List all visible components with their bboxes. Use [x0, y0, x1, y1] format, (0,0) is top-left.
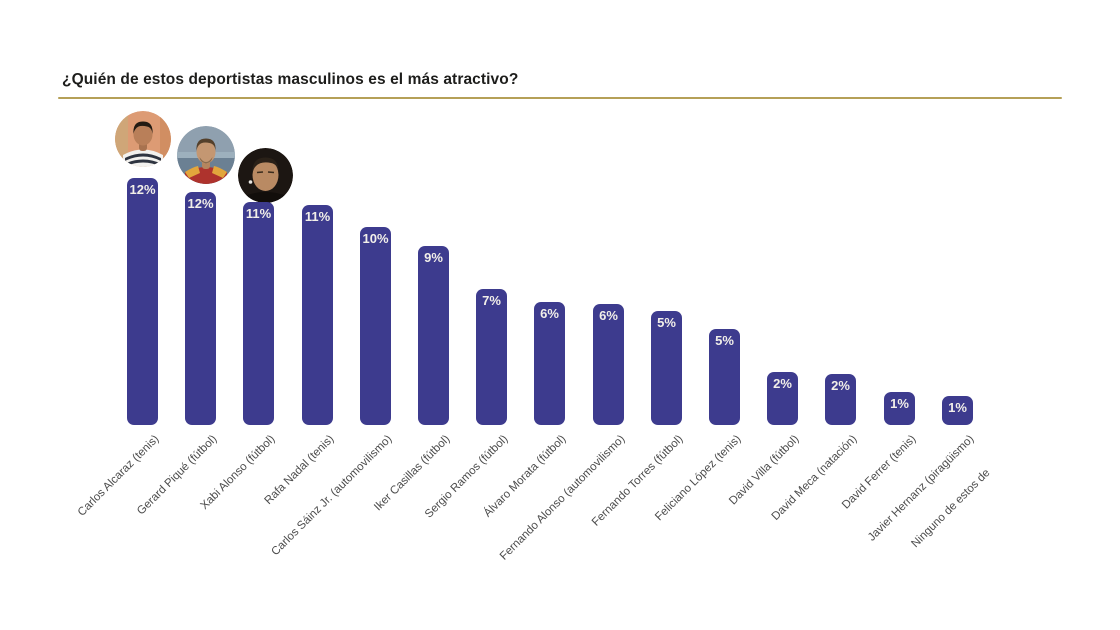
bar-value-carlos-alcaraz-tenis: 12%	[129, 182, 156, 197]
carlos-alcaraz-photo-icon	[115, 111, 171, 167]
bar-value-alvaro-morata-futbol: 6%	[540, 306, 559, 321]
bar-gerard-pique-futbol	[185, 192, 216, 425]
bar-carlos-alcaraz-tenis	[127, 178, 158, 425]
bar-value-fernando-torres-futbol: 5%	[657, 315, 676, 330]
bar-carlos-sainz-jr-automovilismo	[360, 227, 391, 425]
bar-value-javier-hernanz-piraguismo: 1%	[948, 400, 967, 415]
bar-david-villa-futbol	[767, 372, 798, 425]
bar-value-fernando-alonso-automovilismo: 6%	[599, 308, 618, 323]
title-underline	[58, 97, 1062, 99]
bar-value-sergio-ramos-futbol: 7%	[482, 293, 501, 308]
category-label-ninguno-de-estos-de: Ninguno de estos de	[908, 467, 992, 551]
chart-title: ¿Quién de estos deportistas masculinos e…	[62, 71, 519, 88]
bar-value-iker-casillas-futbol: 9%	[424, 250, 443, 265]
bar-value-david-ferrer-tenis: 1%	[890, 396, 909, 411]
bar-alvaro-morata-futbol	[534, 302, 565, 425]
xabi-alonso-photo-icon	[238, 148, 293, 203]
bar-value-feliciano-lopez-tenis: 5%	[715, 333, 734, 348]
bar-value-gerard-pique-futbol: 12%	[187, 196, 214, 211]
bar-value-xabi-alonso-futbol: 11%	[245, 206, 272, 221]
bar-david-ferrer-tenis	[884, 392, 915, 425]
bar-fernando-alonso-automovilismo	[593, 304, 624, 425]
bar-value-david-villa-futbol: 2%	[773, 376, 792, 391]
bar-value-carlos-sainz-jr-automovilismo: 10%	[362, 231, 389, 246]
gerard-pique-photo-icon	[177, 126, 235, 184]
bar-javier-hernanz-piraguismo	[942, 396, 973, 425]
bar-rafa-nadal-tenis	[302, 205, 333, 425]
avatar-carlos-alcaraz	[115, 111, 171, 167]
bar-iker-casillas-futbol	[418, 246, 449, 425]
bar-david-meca-natacion	[825, 374, 856, 425]
bar-sergio-ramos-futbol	[476, 289, 507, 425]
bar-value-rafa-nadal-tenis: 11%	[304, 209, 331, 224]
bar-xabi-alonso-futbol	[243, 202, 274, 425]
avatar-xabi-alonso	[238, 148, 293, 203]
bar-fernando-torres-futbol	[651, 311, 682, 425]
avatar-gerard-pique	[177, 126, 235, 184]
bar-feliciano-lopez-tenis	[709, 329, 740, 425]
bar-value-david-meca-natacion: 2%	[831, 378, 850, 393]
